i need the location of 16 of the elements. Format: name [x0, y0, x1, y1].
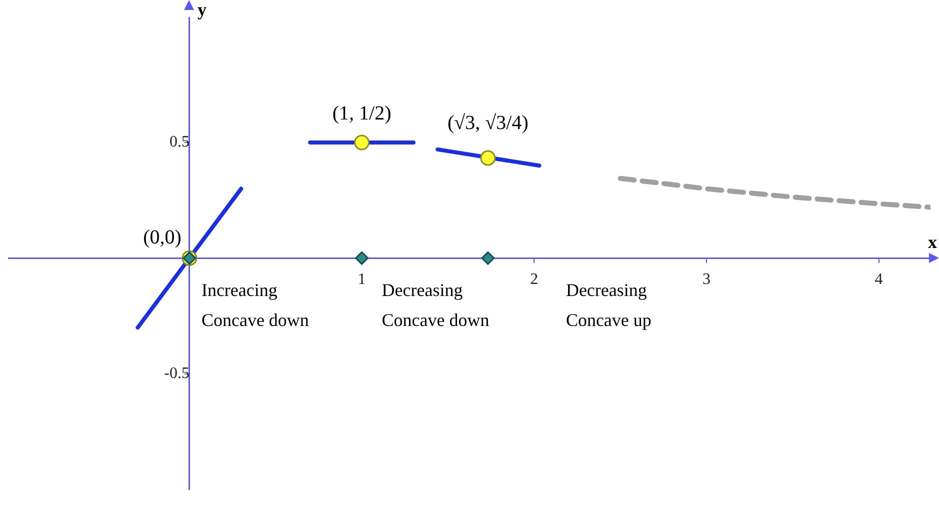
- y-axis-title: y: [197, 0, 206, 20]
- x-axis-title: x: [928, 232, 937, 252]
- point: [480, 150, 496, 166]
- annotation: Decreasing Concave up: [566, 280, 652, 330]
- point: [481, 251, 495, 265]
- annotation: (1, 1/2): [332, 102, 392, 125]
- x-tick-label: 4: [874, 270, 883, 288]
- annotation: (0,0): [143, 226, 182, 248]
- x-tick-label: 1: [358, 270, 366, 288]
- point: [354, 134, 370, 150]
- annotation: Decreasing Concave down: [382, 280, 490, 330]
- annotation: Increacing Concave down: [201, 280, 309, 330]
- x-tick-label: 2: [530, 270, 538, 288]
- x-tick-label: 3: [702, 270, 710, 288]
- point: [355, 251, 369, 265]
- annotation: (√3, √3/4): [448, 112, 528, 134]
